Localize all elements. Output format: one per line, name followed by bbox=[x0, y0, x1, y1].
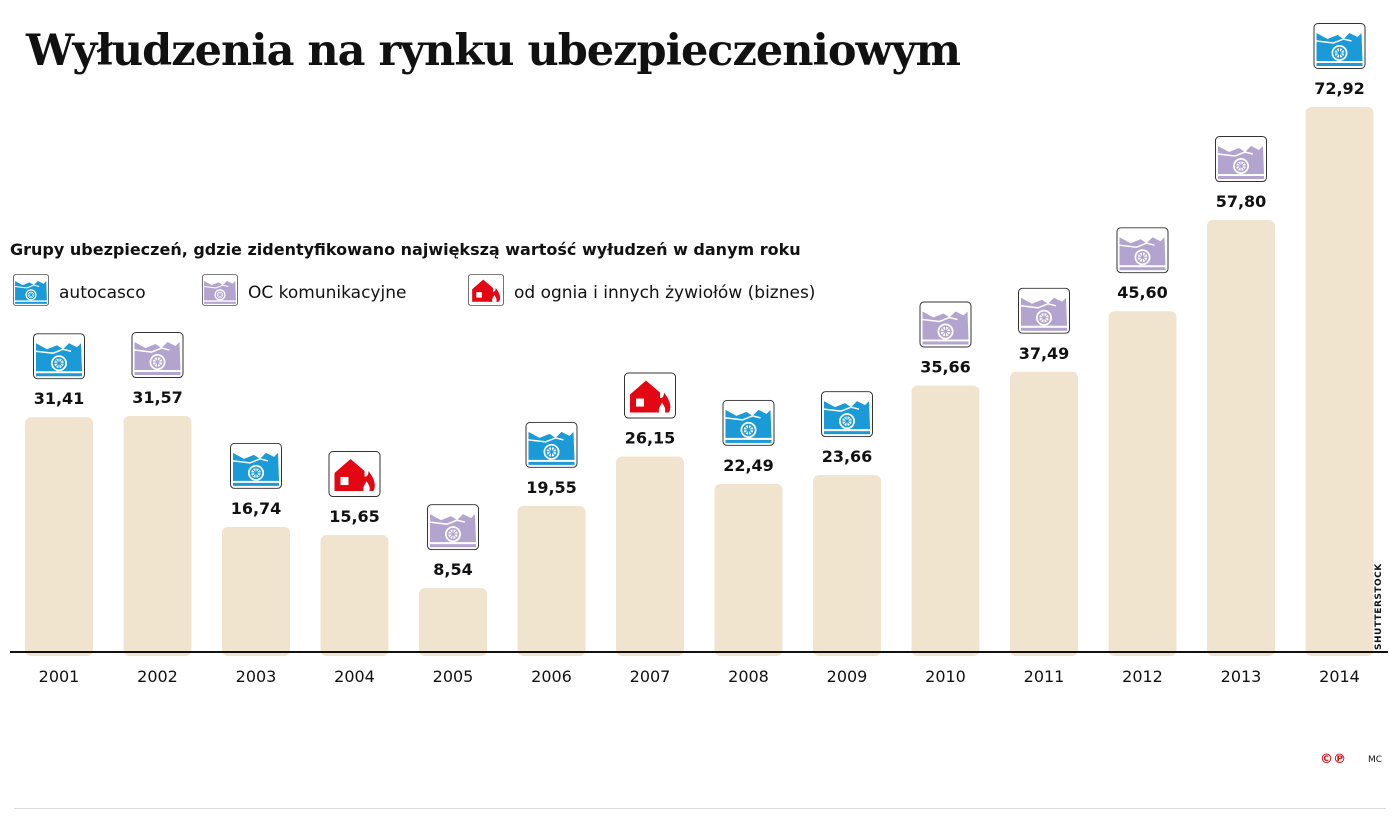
bar-2002 bbox=[123, 416, 192, 656]
car-icon bbox=[722, 399, 775, 446]
car-icon bbox=[13, 274, 49, 311]
x-tick-label: 2009 bbox=[827, 667, 868, 686]
author-initials: MC bbox=[1368, 755, 1383, 765]
x-tick-label: 2007 bbox=[630, 667, 671, 686]
data-label: 45,60 bbox=[1117, 283, 1168, 302]
bar-2008 bbox=[714, 483, 783, 656]
bar-2007 bbox=[616, 456, 684, 656]
bar-2001 bbox=[25, 417, 93, 656]
bar-2006 bbox=[517, 505, 586, 656]
car-icon bbox=[33, 333, 85, 380]
x-tick-label: 2012 bbox=[1122, 667, 1163, 686]
data-label: 26,15 bbox=[625, 429, 676, 448]
legend-item-oc: OC komunikacyjne bbox=[202, 274, 406, 311]
x-tick-label: 2004 bbox=[334, 667, 375, 686]
car-icon bbox=[1313, 23, 1366, 69]
burning-house-icon bbox=[468, 274, 504, 311]
legend-item-fire: od ognia i innych żywiołów (biznes) bbox=[468, 274, 815, 311]
x-tick-label: 2010 bbox=[925, 667, 966, 686]
burning-house-icon bbox=[328, 451, 381, 498]
data-label: 23,66 bbox=[822, 447, 873, 466]
car-icon bbox=[821, 391, 873, 438]
chart-title: Wyłudzenia na rynku ubezpieczeniowym bbox=[26, 26, 961, 76]
x-tick-label: 2014 bbox=[1319, 667, 1360, 686]
bar-2010 bbox=[911, 385, 980, 656]
car-icon bbox=[427, 504, 479, 551]
bar-2012 bbox=[1108, 311, 1177, 656]
x-tick-label: 2005 bbox=[433, 667, 474, 686]
data-label: 8,54 bbox=[433, 560, 472, 579]
legend-item-autocasco: autocasco bbox=[13, 274, 146, 311]
data-label: 31,57 bbox=[132, 388, 183, 407]
data-label: 72,92 bbox=[1314, 79, 1365, 98]
data-label: 22,49 bbox=[723, 456, 774, 475]
publisher-logo: ©℗ bbox=[1320, 752, 1346, 767]
car-icon bbox=[919, 301, 972, 348]
data-label: 31,41 bbox=[34, 389, 85, 408]
bar-2003 bbox=[222, 526, 290, 656]
bar-2011 bbox=[1010, 371, 1078, 656]
x-tick-label: 2003 bbox=[236, 667, 277, 686]
x-tick-label: 2006 bbox=[531, 667, 572, 686]
data-label: 37,49 bbox=[1019, 344, 1070, 363]
car-icon bbox=[525, 421, 578, 468]
car-icon bbox=[230, 442, 282, 489]
car-icon bbox=[1116, 227, 1169, 274]
x-tick-label: 2011 bbox=[1024, 667, 1065, 686]
x-tick-label: 2002 bbox=[137, 667, 178, 686]
bar-2009 bbox=[813, 475, 881, 656]
x-tick-label: 2013 bbox=[1221, 667, 1262, 686]
car-icon bbox=[131, 332, 184, 379]
data-label: 19,55 bbox=[526, 478, 577, 497]
bar-2005 bbox=[419, 588, 487, 656]
footer-divider bbox=[14, 808, 1386, 809]
x-tick-label: 2008 bbox=[728, 667, 769, 686]
x-tick-label: 2001 bbox=[39, 667, 80, 686]
legend-label: autocasco bbox=[59, 282, 146, 303]
data-label: 15,65 bbox=[329, 507, 380, 526]
legend-label: od ognia i innych żywiołów (biznes) bbox=[514, 282, 816, 303]
car-icon bbox=[1018, 287, 1070, 334]
data-label: 57,80 bbox=[1216, 192, 1267, 211]
bar-2013 bbox=[1207, 220, 1275, 656]
burning-house-icon bbox=[624, 372, 676, 419]
bar-2014 bbox=[1305, 107, 1374, 656]
legend-label: OC komunikacyjne bbox=[248, 282, 407, 303]
source-credit: SHUTTERSTOCK bbox=[1374, 563, 1384, 650]
chart-subtitle: Grupy ubezpieczeń, gdzie zidentyfikowano… bbox=[10, 240, 801, 259]
bar-2004 bbox=[320, 535, 389, 656]
data-label: 35,66 bbox=[920, 357, 971, 376]
data-label: 16,74 bbox=[231, 499, 282, 518]
car-icon bbox=[202, 274, 238, 311]
car-icon bbox=[1215, 136, 1267, 183]
